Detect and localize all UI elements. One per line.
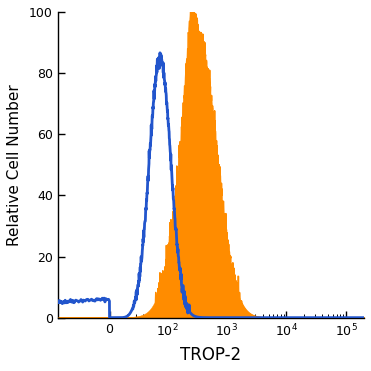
- X-axis label: TROP-2: TROP-2: [180, 346, 242, 364]
- Y-axis label: Relative Cell Number: Relative Cell Number: [7, 84, 22, 246]
